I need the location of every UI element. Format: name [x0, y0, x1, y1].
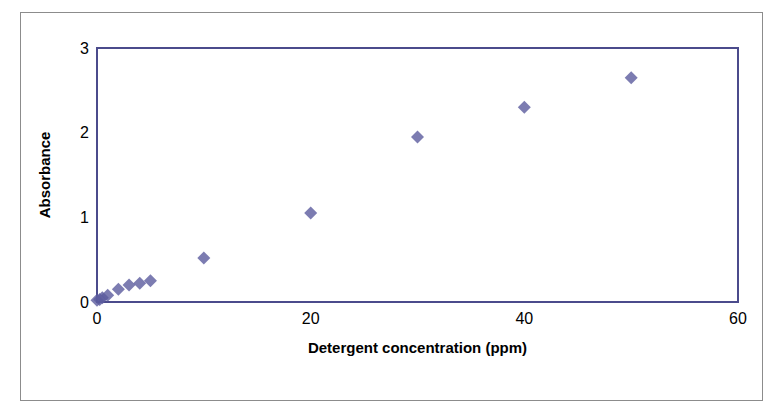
svg-text:Absorbance: Absorbance [36, 132, 53, 219]
svg-text:0: 0 [80, 294, 89, 311]
svg-text:20: 20 [302, 310, 320, 327]
svg-text:Detergent concentration (ppm): Detergent concentration (ppm) [308, 339, 527, 356]
svg-text:2: 2 [80, 124, 89, 141]
svg-text:40: 40 [515, 310, 533, 327]
svg-text:3: 3 [80, 40, 89, 57]
svg-text:0: 0 [93, 310, 102, 327]
svg-text:1: 1 [80, 209, 89, 226]
svg-text:60: 60 [729, 310, 747, 327]
